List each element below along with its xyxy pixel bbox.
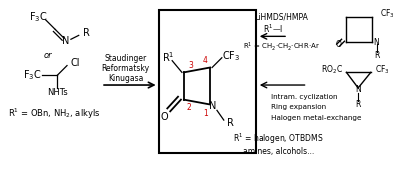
Text: F$_3$C: F$_3$C (28, 10, 47, 24)
Text: R: R (356, 100, 361, 109)
Text: LiHMDS/HMPA: LiHMDS/HMPA (254, 12, 308, 21)
Text: O: O (160, 112, 168, 122)
Text: 2: 2 (186, 103, 191, 112)
Text: O: O (336, 40, 342, 49)
Text: 3: 3 (188, 61, 193, 70)
Text: R: R (374, 51, 379, 60)
Text: Staudinger: Staudinger (104, 54, 146, 63)
Text: 1: 1 (203, 109, 208, 118)
Text: N: N (209, 101, 217, 111)
Text: RO$_2$C: RO$_2$C (321, 63, 342, 76)
Text: CF$_3$: CF$_3$ (375, 63, 390, 76)
Text: R$^1$ = CH$_2$·CH$_2$·CHR·Ar: R$^1$ = CH$_2$·CH$_2$·CHR·Ar (243, 41, 320, 53)
Text: R$^1$: R$^1$ (162, 50, 174, 64)
Text: Ring expansion: Ring expansion (270, 104, 326, 110)
Text: F$_3$C: F$_3$C (23, 68, 41, 82)
Text: R: R (227, 118, 234, 128)
Text: amines, alcohols...: amines, alcohols... (243, 147, 314, 156)
Text: R$^1$ = OBn, NH$_2$, alkyls: R$^1$ = OBn, NH$_2$, alkyls (8, 107, 100, 121)
Text: Intram. cyclization: Intram. cyclization (270, 94, 337, 100)
Text: R$^1$ = halogen, OTBDMS: R$^1$ = halogen, OTBDMS (233, 131, 324, 146)
Text: NHTs: NHTs (47, 88, 68, 97)
Text: Halogen metal-exchange: Halogen metal-exchange (270, 115, 361, 121)
Text: 4: 4 (203, 56, 208, 65)
Text: N: N (355, 85, 361, 94)
Text: R$^1$—I: R$^1$—I (263, 22, 284, 35)
Text: N: N (374, 38, 380, 47)
Text: Reformatsky: Reformatsky (101, 64, 150, 73)
Text: CF$_3$: CF$_3$ (222, 49, 241, 63)
Text: Kinugasa: Kinugasa (108, 74, 143, 83)
Text: CF$_3$: CF$_3$ (380, 8, 394, 20)
Text: Cl: Cl (71, 58, 80, 68)
Bar (158, 10, 256, 153)
Text: N: N (62, 36, 70, 46)
Text: R: R (83, 28, 90, 38)
Text: or: or (43, 51, 52, 60)
